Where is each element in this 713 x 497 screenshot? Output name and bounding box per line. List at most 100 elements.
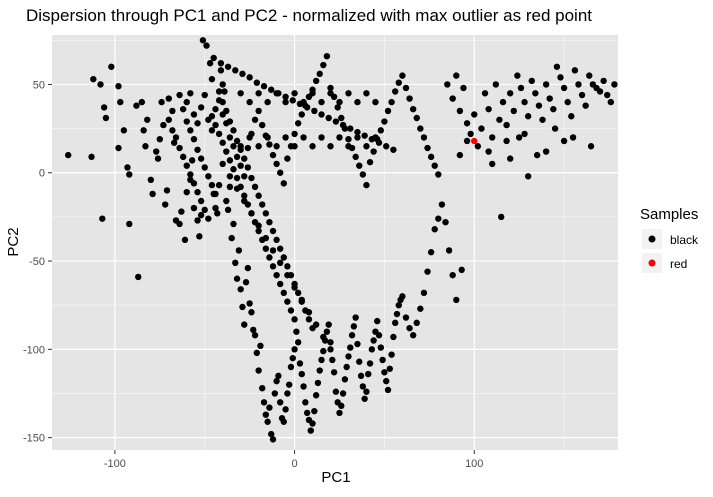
data-point: [596, 88, 604, 95]
data-point: [568, 113, 575, 120]
data-point: [366, 158, 374, 166]
data-point: [381, 118, 388, 125]
data-point: [262, 245, 270, 252]
data-point: [300, 134, 307, 141]
data-point: [347, 125, 354, 132]
data-point: [471, 111, 478, 118]
points-layer: [64, 37, 618, 443]
data-point: [377, 344, 385, 351]
data-point: [99, 215, 106, 222]
data-point: [445, 247, 453, 254]
data-point: [219, 160, 226, 168]
data-point: [194, 217, 201, 224]
data-point: [280, 254, 287, 261]
data-point: [262, 411, 270, 418]
data-point: [205, 173, 212, 180]
data-point: [352, 153, 359, 161]
data-point: [309, 143, 316, 150]
data-point: [190, 135, 198, 143]
data-point: [264, 98, 271, 106]
data-point: [303, 409, 311, 417]
data-point: [217, 60, 225, 67]
data-point: [444, 81, 451, 88]
data-point: [226, 134, 234, 141]
data-point: [339, 121, 347, 129]
data-point: [374, 317, 381, 325]
data-point: [575, 81, 582, 88]
data-point: [395, 79, 402, 86]
data-point: [291, 130, 298, 138]
data-point: [248, 210, 255, 217]
data-point: [332, 388, 340, 395]
data-point: [521, 130, 528, 138]
data-point: [453, 296, 460, 304]
data-point: [223, 107, 230, 115]
data-point: [431, 162, 438, 169]
data-point: [169, 107, 176, 115]
x-tick-label: 100: [465, 458, 483, 470]
data-point: [361, 395, 368, 402]
y-tick-label: -150: [23, 433, 45, 445]
data-point: [363, 388, 370, 395]
data-point: [233, 174, 241, 182]
data-point: [587, 143, 595, 150]
legend-key-red-point: [648, 259, 656, 267]
data-point: [303, 104, 311, 111]
data-point: [372, 134, 379, 141]
data-point: [489, 160, 496, 168]
data-point: [248, 309, 255, 316]
data-point: [262, 210, 270, 217]
data-point: [300, 98, 307, 106]
data-point: [318, 111, 325, 118]
data-point: [336, 134, 343, 141]
data-point: [309, 420, 316, 427]
data-point: [311, 407, 318, 415]
data-point: [268, 430, 275, 438]
data-point: [521, 98, 528, 106]
data-point: [197, 104, 205, 111]
data-point: [269, 151, 277, 159]
data-point: [108, 63, 115, 70]
data-point: [298, 111, 305, 118]
data-point: [460, 84, 467, 92]
data-point: [336, 409, 343, 417]
data-point: [391, 88, 399, 95]
data-point: [456, 151, 464, 159]
data-point: [535, 102, 543, 109]
data-point: [420, 289, 428, 297]
data-point: [241, 321, 248, 328]
data-point: [388, 98, 395, 106]
data-point: [390, 146, 397, 153]
data-point: [230, 143, 237, 150]
data-point: [514, 72, 521, 79]
data-point: [233, 185, 241, 192]
data-point: [246, 134, 253, 141]
data-point: [586, 72, 593, 79]
data-point: [604, 91, 611, 99]
chart-title: Dispersion through PC1 and PC2 - normali…: [26, 6, 592, 25]
data-point: [345, 90, 352, 97]
data-point: [257, 342, 264, 350]
data-point: [354, 340, 361, 348]
data-point: [266, 141, 273, 148]
data-point: [160, 121, 167, 129]
data-point: [582, 102, 589, 109]
data-point: [162, 201, 169, 208]
data-point: [115, 144, 122, 152]
legend-label-red: red: [670, 257, 687, 271]
data-point: [463, 137, 471, 145]
data-point: [284, 263, 291, 270]
data-point: [305, 316, 313, 323]
data-point: [325, 114, 332, 122]
data-point: [334, 104, 341, 111]
data-point: [375, 332, 383, 339]
data-point: [251, 332, 259, 339]
data-point: [233, 137, 241, 145]
data-point: [142, 143, 149, 150]
data-point: [269, 263, 277, 270]
data-point: [251, 183, 259, 191]
data-point: [276, 245, 284, 252]
data-point: [383, 143, 390, 150]
data-point: [458, 266, 465, 274]
data-point: [393, 310, 401, 318]
